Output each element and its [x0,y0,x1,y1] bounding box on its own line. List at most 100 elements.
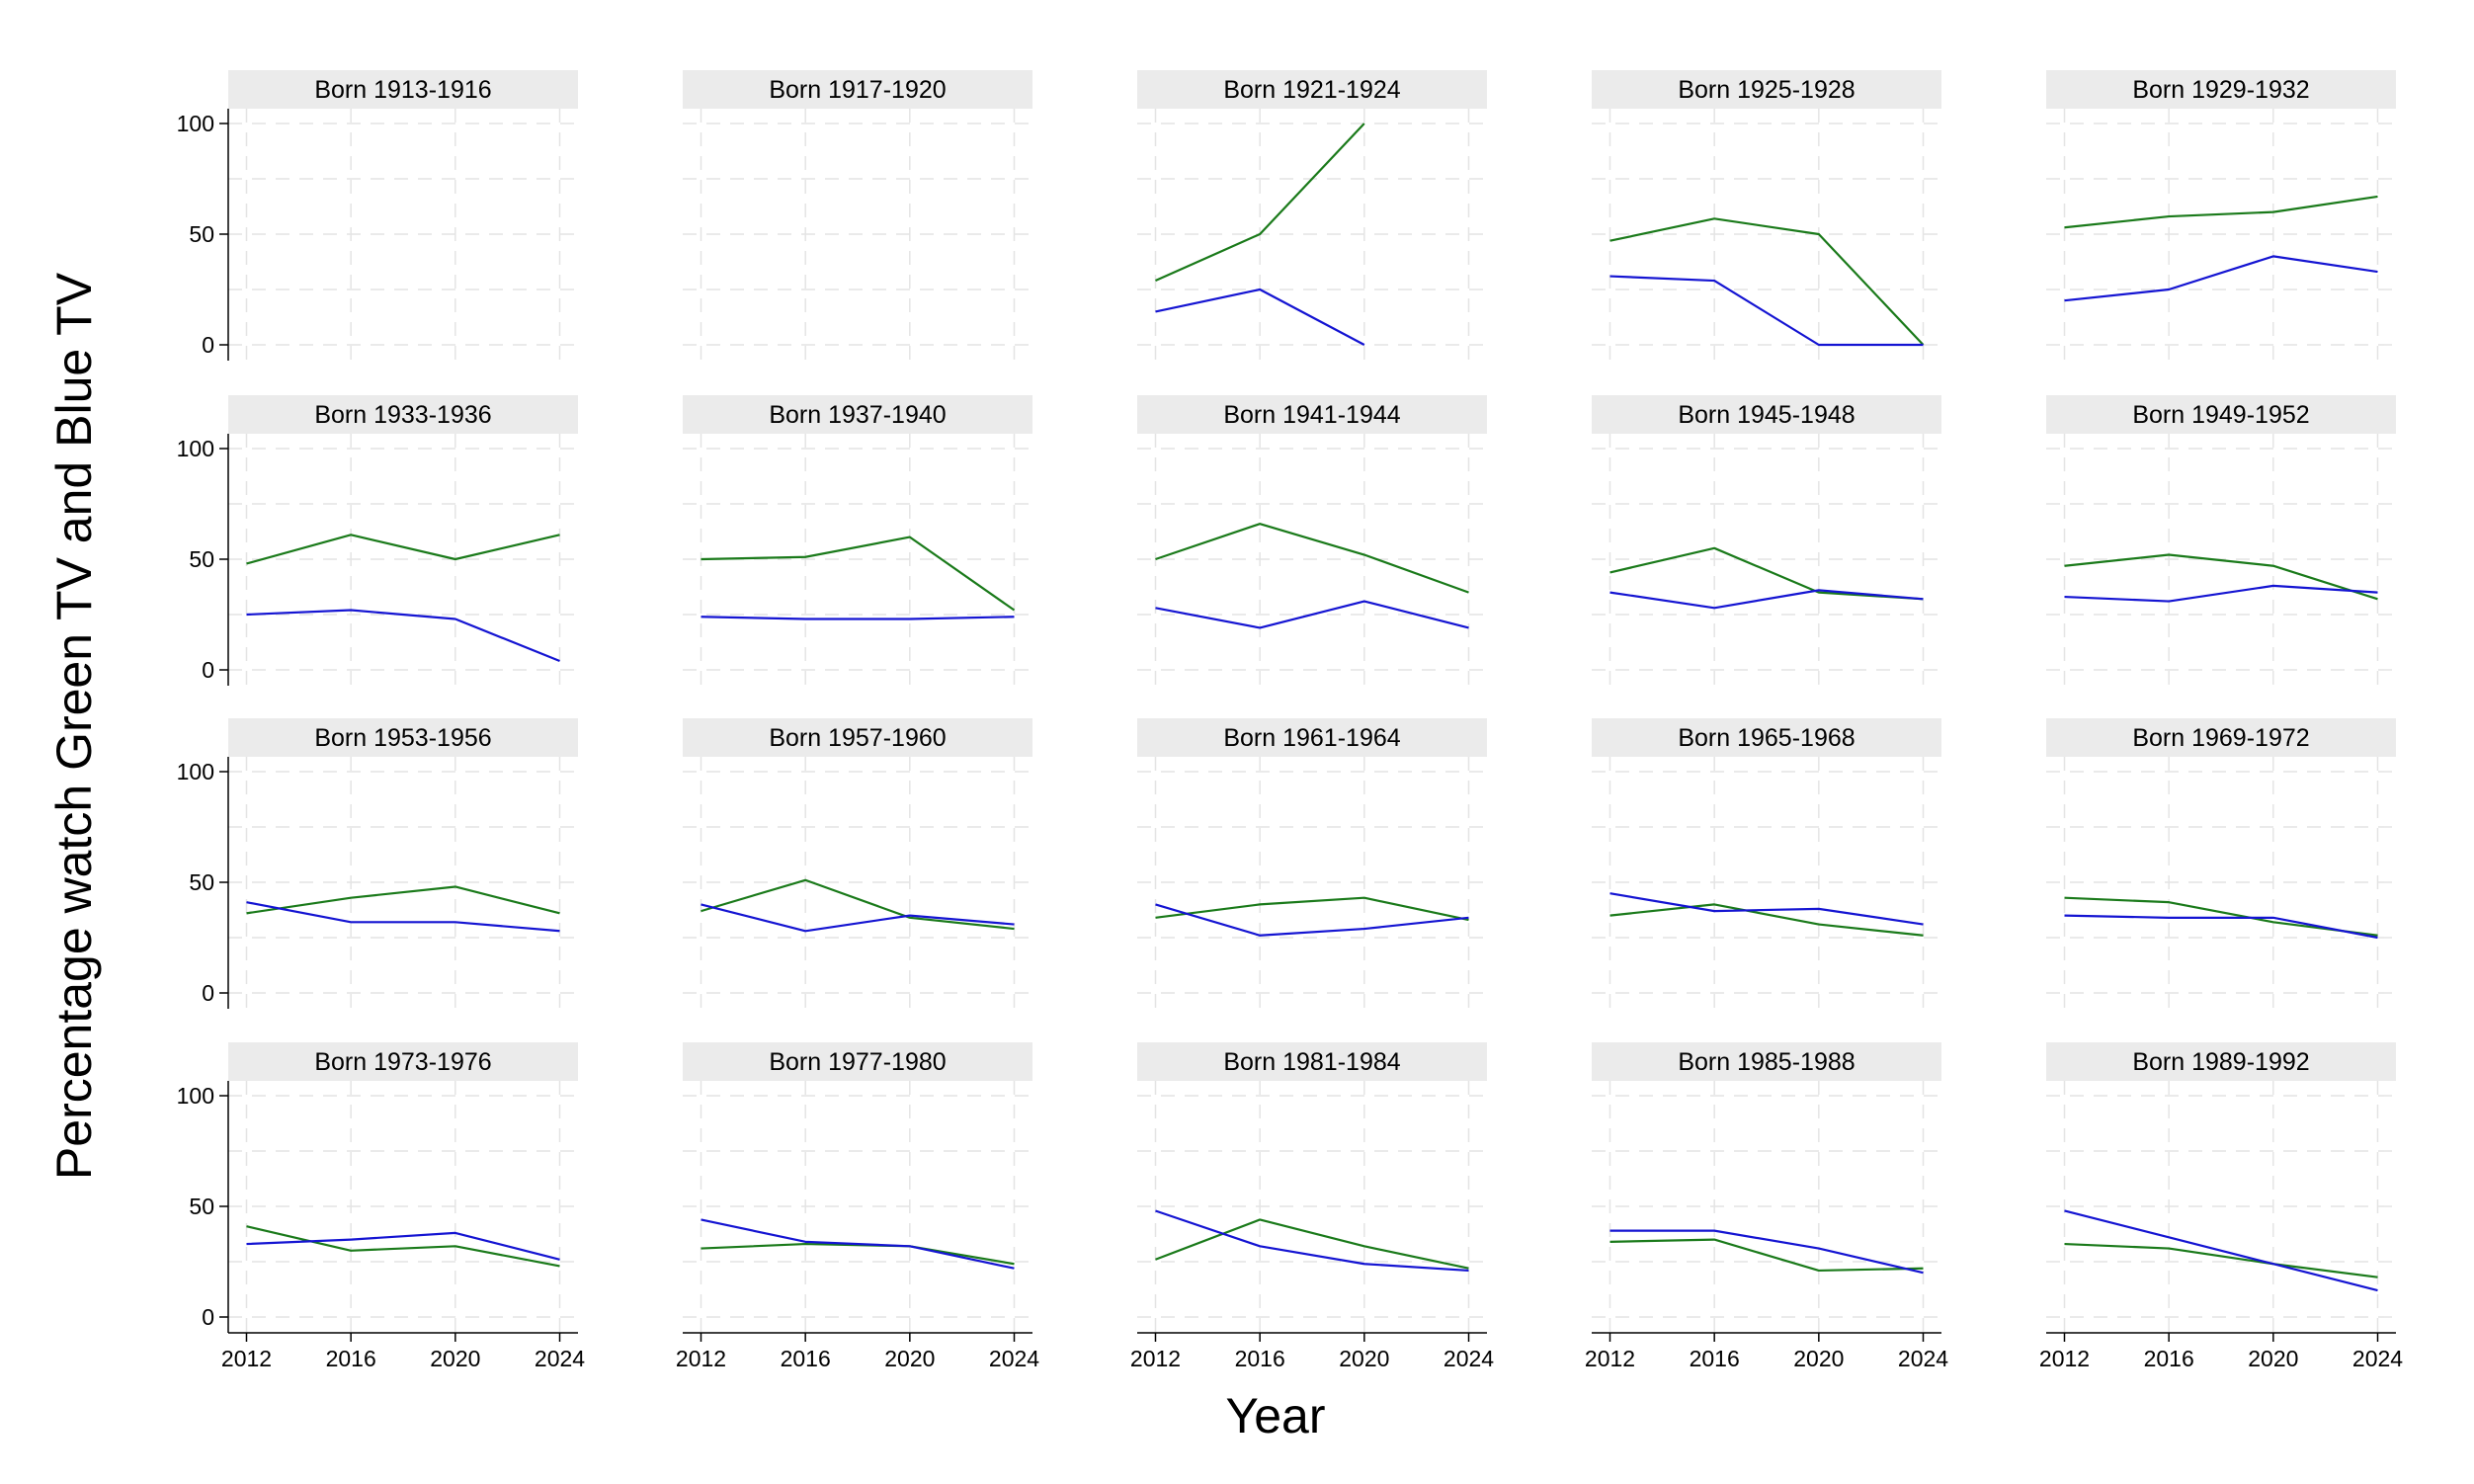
y-tick-label: 0 [202,980,214,1006]
panel-title: Born 1929-1932 [2132,76,2309,104]
x-tick-label: 2024 [2352,1346,2403,1371]
panel-title: Born 1957-1960 [769,724,946,752]
panel-strip [228,718,578,757]
x-tick-label: 2012 [221,1346,272,1371]
panel: Born 1929-1932 [2046,70,2396,361]
green-tv-line [1609,903,1924,937]
panel: Born 1977-1980 2012 2016 2020 2024 [676,1042,1039,1371]
panel-strip [1592,1042,1941,1081]
x-tick-label: 2020 [430,1346,480,1371]
blue-tv-line [1155,903,1469,937]
y-tick-label: 0 [202,1304,214,1330]
green-tv-line [701,1242,1015,1266]
panel: Born 1965-1968 [1592,718,1941,1009]
y-tick-label: 0 [202,657,214,683]
panel: Born 1925-1928 [1592,70,1941,361]
panel-strip [2046,718,2396,757]
green-tv-line [246,1225,560,1268]
green-tv-line [246,885,560,915]
panel: Born 1989-1992 2012 2016 2020 2024 [2039,1042,2403,1371]
panel-title: Born 1973-1976 [314,1048,491,1076]
panel-strip [683,395,1032,434]
panel-title: Born 1921-1924 [1223,76,1400,104]
panel: Born 1973-1976 0 50 100 2012 2016 2020 2024 [177,1042,585,1371]
panel-strip [228,70,578,109]
panel: Born 1961-1964 [1137,718,1487,1009]
panel-title: Born 1937-1940 [769,401,946,429]
y-tick-label: 100 [177,759,214,784]
panel-strip [683,1042,1032,1081]
panel: Born 1981-1984 2012 2016 2020 2024 [1130,1042,1494,1371]
blue-tv-line [246,609,560,663]
panel-strip [228,1042,578,1081]
blue-tv-line [2064,1209,2378,1292]
y-tick-label: 50 [189,546,214,572]
panel: Born 1945-1948 [1592,395,1941,686]
blue-tv-line [1609,275,1924,347]
green-tv-line [1155,123,1365,283]
green-tv-line [1609,546,1924,601]
panel-title: Born 1945-1948 [1678,401,1855,429]
panel: Born 1953-1956 0 50 100 [177,718,578,1009]
panel-strip [1137,718,1487,757]
blue-tv-line [246,1231,560,1261]
x-tick-label: 2012 [1585,1346,1635,1371]
x-tick-label: 2016 [2144,1346,2194,1371]
blue-tv-line [2064,584,2378,603]
y-tick-label: 100 [177,111,214,136]
y-axis-title: Percentage watch Green TV and Blue TV [46,272,102,1180]
green-tv-line [2064,195,2378,229]
y-tick-label: 100 [177,436,214,461]
panel: Born 1921-1924 [1137,70,1487,361]
panel-title: Born 1949-1952 [2132,401,2309,429]
x-tick-label: 2016 [326,1346,376,1371]
panel-strip [2046,70,2396,109]
panel-strip [2046,395,2396,434]
x-tick-label: 2020 [884,1346,935,1371]
blue-tv-line [1609,892,1924,926]
x-tick-label: 2020 [2248,1346,2298,1371]
y-tick-label: 50 [189,1194,214,1219]
y-tick-label: 100 [177,1083,214,1109]
x-tick-label: 2020 [1793,1346,1844,1371]
green-tv-line [701,878,1015,931]
x-tick-label: 2012 [1130,1346,1181,1371]
panel: Born 1985-1988 2012 2016 2020 2024 [1585,1042,1948,1371]
blue-tv-line [246,901,560,933]
panel-title: Born 1985-1988 [1678,1048,1855,1076]
panel-strip [1592,718,1941,757]
blue-tv-line [701,903,1015,933]
blue-tv-line [1155,600,1469,629]
panel-strip [1137,70,1487,109]
panel-title: Born 1981-1984 [1223,1048,1400,1076]
green-tv-line [1155,523,1469,594]
blue-tv-line [2064,914,2378,940]
x-tick-label: 2024 [989,1346,1039,1371]
blue-tv-line [701,1218,1015,1270]
x-tick-label: 2024 [535,1346,585,1371]
panel-title: Born 1925-1928 [1678,76,1855,104]
x-tick-label: 2020 [1339,1346,1389,1371]
panel-title: Born 1969-1972 [2132,724,2309,752]
panel-title: Born 1977-1980 [769,1048,946,1076]
x-tick-label: 2024 [1443,1346,1494,1371]
panel-strip [2046,1042,2396,1081]
panel: Born 1933-1936 0 50 100 [177,395,578,686]
x-tick-label: 2016 [781,1346,831,1371]
panel-strip [228,395,578,434]
panel-title: Born 1989-1992 [2132,1048,2309,1076]
panel-strip [1137,395,1487,434]
blue-tv-line [2064,255,2378,302]
panel: Born 1941-1944 [1137,395,1487,686]
blue-tv-line [1155,1209,1469,1273]
panel: Born 1937-1940 [683,395,1032,686]
green-tv-line [701,536,1016,612]
panel-title: Born 1953-1956 [314,724,491,752]
x-tick-label: 2016 [1235,1346,1285,1371]
panel-title: Born 1917-1920 [769,76,946,104]
panel-strip [683,70,1032,109]
blue-tv-line [1155,288,1365,346]
panel: Born 1949-1952 [2046,395,2396,686]
panel: Born 1957-1960 [683,718,1032,1009]
